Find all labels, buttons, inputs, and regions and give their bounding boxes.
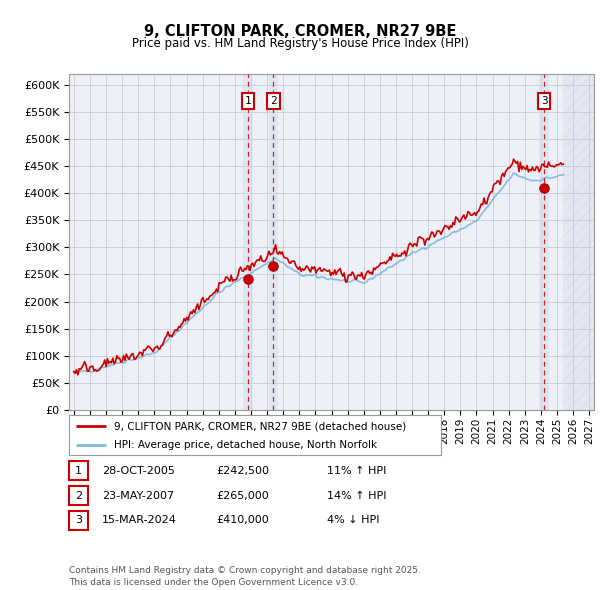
Bar	[539, 74, 549, 410]
Text: £410,000: £410,000	[216, 516, 269, 525]
Text: 1: 1	[245, 96, 251, 106]
Text: Contains HM Land Registry data © Crown copyright and database right 2025.
This d: Contains HM Land Registry data © Crown c…	[69, 566, 421, 587]
Text: 14% ↑ HPI: 14% ↑ HPI	[327, 491, 386, 500]
Text: 28-OCT-2005: 28-OCT-2005	[102, 466, 175, 476]
Text: £242,500: £242,500	[216, 466, 269, 476]
Text: 2: 2	[270, 96, 277, 106]
Text: Price paid vs. HM Land Registry's House Price Index (HPI): Price paid vs. HM Land Registry's House …	[131, 37, 469, 50]
Text: 15-MAR-2024: 15-MAR-2024	[102, 516, 177, 525]
Text: 2: 2	[75, 491, 82, 500]
Text: 11% ↑ HPI: 11% ↑ HPI	[327, 466, 386, 476]
Text: 1: 1	[75, 466, 82, 476]
Bar	[563, 74, 594, 410]
Text: 4% ↓ HPI: 4% ↓ HPI	[327, 516, 380, 525]
Text: 23-MAY-2007: 23-MAY-2007	[102, 491, 174, 500]
Text: HPI: Average price, detached house, North Norfolk: HPI: Average price, detached house, Nort…	[113, 440, 377, 450]
Bar	[244, 74, 253, 410]
Text: 9, CLIFTON PARK, CROMER, NR27 9BE: 9, CLIFTON PARK, CROMER, NR27 9BE	[144, 24, 456, 38]
Bar	[269, 74, 278, 410]
Text: 3: 3	[75, 516, 82, 525]
Text: 3: 3	[541, 96, 548, 106]
Text: £265,000: £265,000	[216, 491, 269, 500]
Text: 9, CLIFTON PARK, CROMER, NR27 9BE (detached house): 9, CLIFTON PARK, CROMER, NR27 9BE (detac…	[113, 421, 406, 431]
